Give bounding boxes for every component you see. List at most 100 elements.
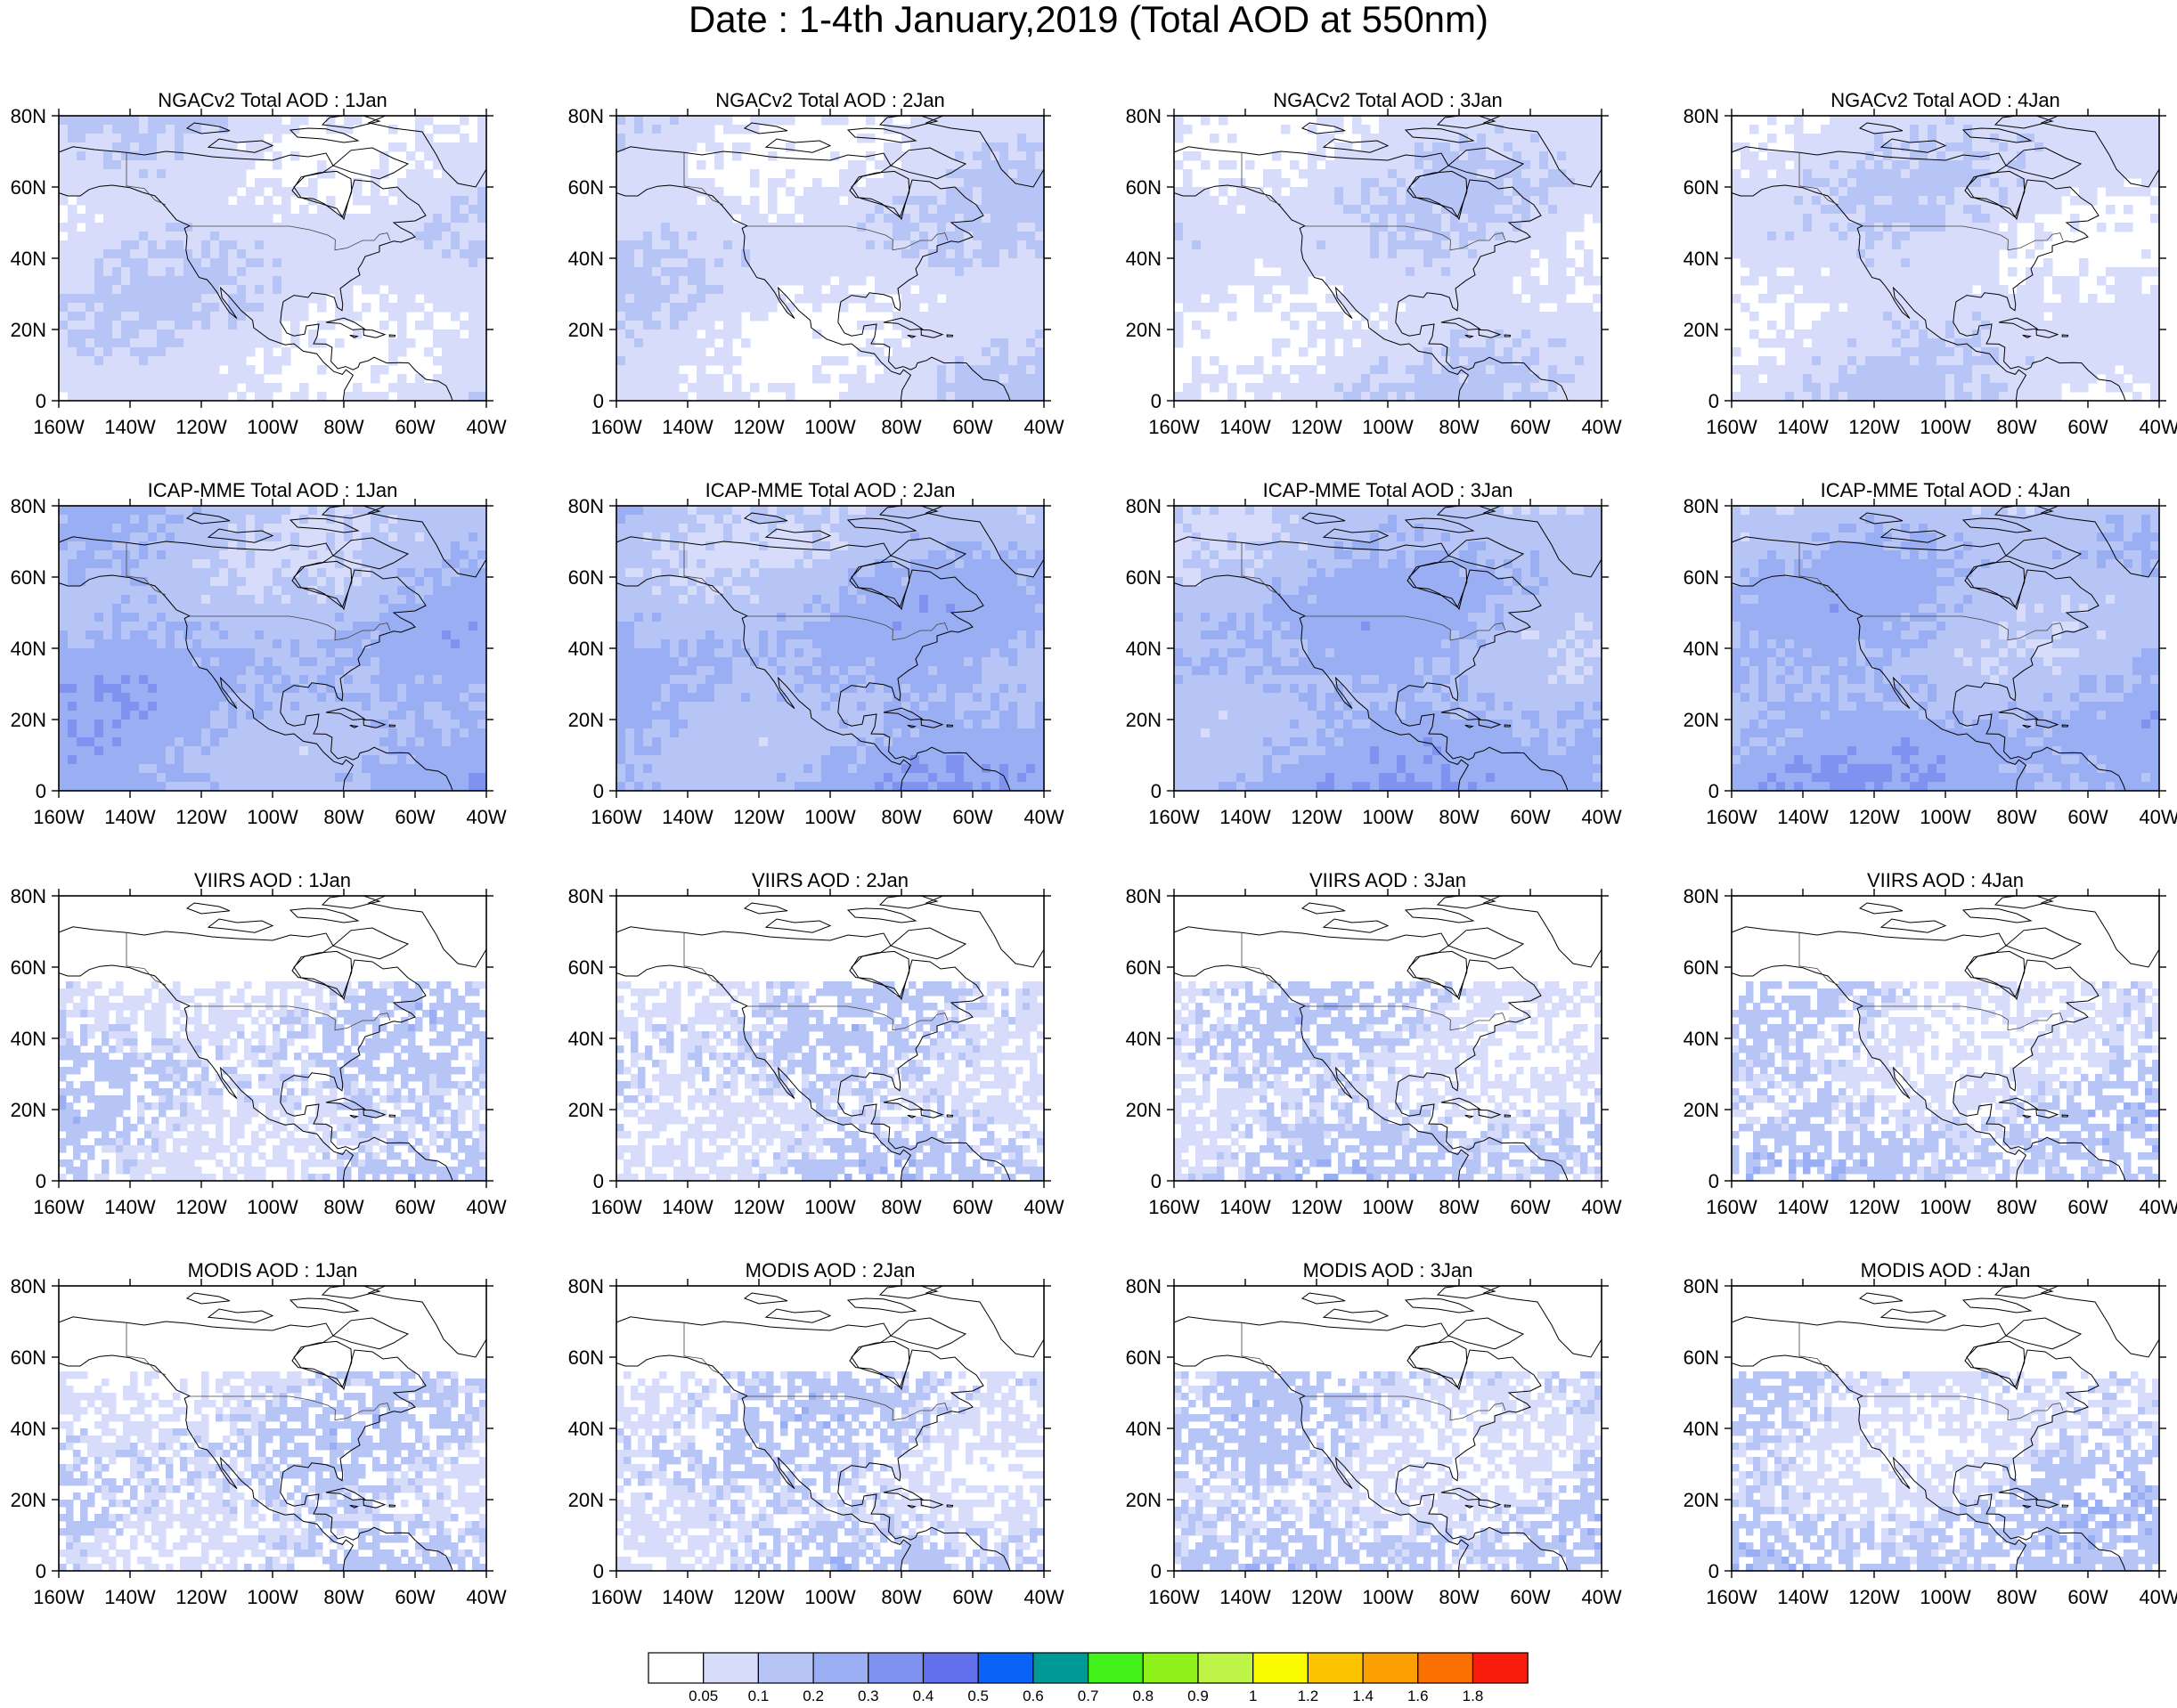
aod-cell xyxy=(1919,151,1928,161)
aod-cell xyxy=(86,214,95,224)
aod-cell xyxy=(103,223,113,232)
aod-cell xyxy=(1317,267,1326,277)
aod-cell xyxy=(290,312,300,321)
aod-cell xyxy=(1521,258,1531,268)
aod-cell xyxy=(148,223,158,232)
aod-cell xyxy=(1361,374,1371,384)
aod-cell xyxy=(2106,312,2116,321)
aod-cell xyxy=(1008,276,1018,286)
aod-cell xyxy=(1415,258,1424,268)
aod-cell xyxy=(433,329,443,339)
aod-cell xyxy=(1343,285,1353,295)
aod-cell xyxy=(964,187,974,197)
aod-cell xyxy=(1299,267,1309,277)
aod-cell xyxy=(1883,142,1893,152)
aod-cell xyxy=(723,223,733,232)
aod-cell xyxy=(460,240,469,250)
aod-cell xyxy=(1999,205,2009,215)
aod-cell xyxy=(255,329,265,339)
aod-cell xyxy=(2124,329,2133,339)
aod-cell xyxy=(1874,329,1884,339)
aod-cell xyxy=(2141,249,2151,259)
aod-cell xyxy=(415,374,425,384)
aod-cell xyxy=(884,240,893,250)
aod-cell xyxy=(1415,223,1424,232)
aod-cell xyxy=(1432,169,1442,179)
aod-cell xyxy=(1803,249,1813,259)
aod-cell xyxy=(1388,169,1398,179)
aod-cell xyxy=(714,160,724,170)
aod-cell xyxy=(1963,338,1973,348)
aod-cell xyxy=(1290,303,1300,313)
aod-cell xyxy=(237,169,247,179)
aod-cell xyxy=(893,223,902,232)
aod-cell xyxy=(625,383,635,393)
aod-cell xyxy=(157,312,167,321)
aod-cell xyxy=(1856,187,1866,197)
aod-cell xyxy=(2043,178,2053,188)
aod-cell xyxy=(59,258,69,268)
aod-cell xyxy=(2088,134,2098,143)
aod-cell xyxy=(183,383,193,393)
aod-cell xyxy=(1388,205,1398,215)
aod-cell xyxy=(228,232,238,241)
aod-cell xyxy=(1026,134,1036,143)
aod-cell xyxy=(112,134,122,143)
aod-cell xyxy=(2115,223,2124,232)
aod-cell xyxy=(1990,134,2000,143)
aod-cell xyxy=(59,285,69,295)
aod-cell xyxy=(112,214,122,224)
aod-cell xyxy=(451,178,461,188)
aod-cell xyxy=(130,383,140,393)
aod-cell xyxy=(415,232,425,241)
aod-cell xyxy=(1566,374,1576,384)
aod-cell xyxy=(112,169,122,179)
aod-cell xyxy=(910,365,920,375)
aod-cell xyxy=(946,214,956,224)
aod-cell xyxy=(812,240,822,250)
aod-cell xyxy=(264,232,273,241)
aod-cell xyxy=(616,142,626,152)
aod-cell xyxy=(1919,312,1928,321)
aod-cell xyxy=(982,205,991,215)
aod-cell xyxy=(1504,160,1513,170)
aod-cell xyxy=(451,285,461,295)
aod-cell xyxy=(1281,338,1291,348)
aod-cell xyxy=(1530,134,1540,143)
aod-cell xyxy=(442,347,452,357)
aod-cell xyxy=(2150,356,2159,366)
aod-cell xyxy=(884,116,893,126)
aod-cell xyxy=(1812,338,1822,348)
aod-cell xyxy=(1972,303,1982,313)
aod-cell xyxy=(130,374,140,384)
aod-cell xyxy=(1874,356,1884,366)
aod-cell xyxy=(1388,356,1398,366)
aod-cell xyxy=(1477,240,1487,250)
aod-cell xyxy=(1548,365,1558,375)
aod-cell xyxy=(1901,151,1911,161)
aod-cell xyxy=(103,294,113,304)
aod-cell xyxy=(937,303,947,313)
aod-cell xyxy=(1017,134,1027,143)
aod-cell xyxy=(616,321,626,330)
aod-cell xyxy=(1892,294,1902,304)
aod-cell xyxy=(893,151,902,161)
aod-cell xyxy=(335,276,345,286)
aod-cell xyxy=(442,356,452,366)
aod-cell xyxy=(919,151,929,161)
aod-cell xyxy=(1847,196,1857,206)
island-coastline xyxy=(1300,122,1346,134)
aod-cell xyxy=(1972,338,1982,348)
aod-cell xyxy=(2061,312,2071,321)
aod-cell xyxy=(1999,285,2009,295)
aod-cell xyxy=(821,205,831,215)
aod-cell xyxy=(1379,374,1389,384)
aod-cell xyxy=(1892,214,1902,224)
aod-cell xyxy=(697,303,706,313)
aod-cell xyxy=(1981,356,1991,366)
aod-cell xyxy=(2088,160,2098,170)
aod-cell xyxy=(1812,267,1822,277)
aod-cell xyxy=(477,169,486,179)
aod-cell xyxy=(2061,169,2071,179)
aod-cell xyxy=(688,134,697,143)
